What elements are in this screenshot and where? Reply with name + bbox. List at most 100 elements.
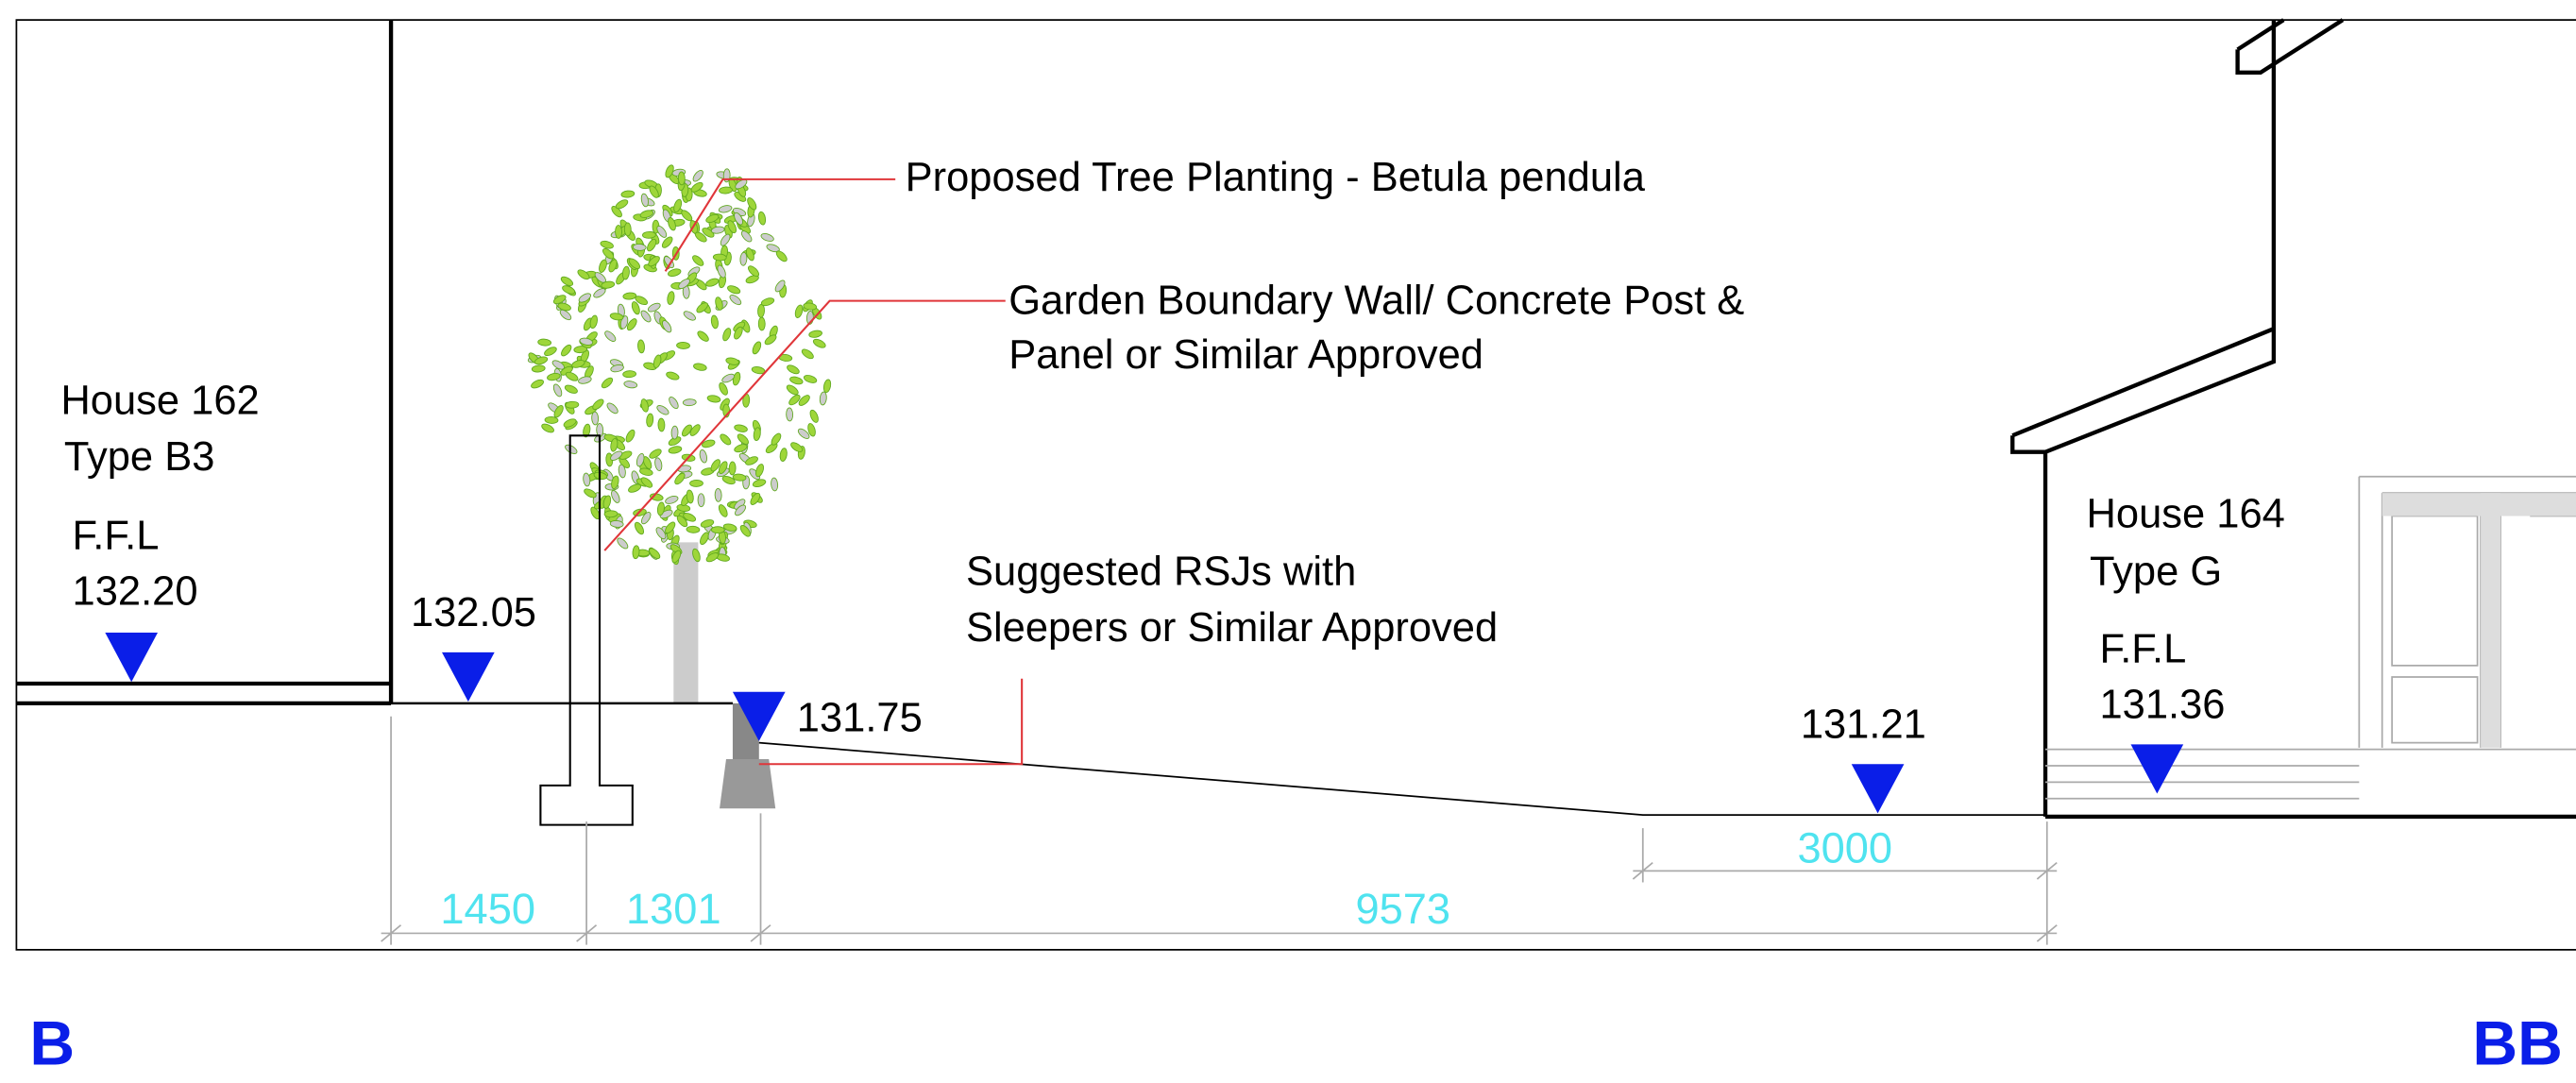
leaf	[732, 473, 747, 482]
sleeper	[720, 759, 776, 809]
leaf	[718, 504, 728, 517]
leaf	[722, 328, 732, 342]
leaf	[710, 226, 725, 234]
leaf	[692, 548, 701, 563]
leaf	[640, 193, 649, 208]
leaf	[573, 346, 588, 354]
leaf	[632, 545, 640, 560]
leaf	[647, 238, 657, 252]
leaf	[739, 525, 751, 537]
leaf	[563, 418, 577, 428]
leaf	[734, 326, 743, 340]
level: 131.21	[1801, 702, 1926, 747]
leaf	[765, 442, 778, 454]
leaf	[618, 464, 626, 479]
leaf	[752, 341, 762, 355]
leaf	[547, 372, 561, 381]
leaf	[583, 472, 591, 487]
leaf	[676, 515, 688, 528]
level: 131.36	[2099, 683, 2225, 728]
label: Type G	[2090, 550, 2222, 595]
leaf	[745, 456, 758, 465]
leaf	[797, 428, 810, 439]
annotation: Panel or Similar Approved	[1008, 332, 1483, 378]
leaf	[734, 212, 743, 226]
leaf	[649, 548, 661, 560]
leaf	[771, 477, 779, 492]
leaf	[686, 525, 701, 533]
leaf	[764, 334, 777, 346]
leaf	[718, 205, 733, 213]
leaf	[552, 383, 563, 398]
leaf	[819, 391, 827, 406]
leaf	[641, 512, 652, 525]
leaf	[578, 376, 592, 384]
level: 132.05	[411, 590, 536, 635]
leaf	[610, 364, 624, 373]
leaf	[760, 297, 775, 307]
leaf	[674, 472, 686, 485]
leaf	[682, 398, 697, 407]
leaf	[668, 446, 683, 454]
label: F.F.L	[2099, 626, 2186, 671]
leaf	[740, 230, 753, 243]
leaf	[541, 423, 554, 433]
leaf	[606, 402, 619, 415]
leaf	[735, 504, 747, 516]
leaf	[636, 452, 645, 467]
leaf	[801, 348, 814, 360]
leaf	[553, 405, 564, 418]
leaf	[669, 396, 679, 410]
leaf	[615, 225, 622, 239]
leaf	[662, 320, 672, 333]
leaf	[628, 483, 642, 493]
leaf	[565, 371, 579, 381]
leaf	[623, 222, 632, 237]
leaf	[565, 400, 580, 409]
leaf	[649, 448, 662, 459]
leaf	[665, 496, 679, 504]
leaf	[668, 217, 676, 231]
leaf	[745, 247, 754, 262]
leaf	[534, 356, 549, 365]
leaf	[601, 280, 616, 289]
leaf	[699, 448, 708, 464]
leaf	[789, 376, 804, 385]
leaf	[734, 444, 748, 453]
leader-lines	[603, 178, 1024, 766]
leaf	[559, 309, 572, 321]
leaf	[771, 432, 782, 446]
annotation: Suggested RSJs with	[966, 550, 1356, 595]
leaf	[718, 461, 728, 475]
leaf	[625, 429, 636, 443]
leaf	[774, 279, 786, 293]
leaf	[686, 489, 694, 504]
leaf	[654, 457, 663, 471]
leaf	[729, 295, 742, 306]
leaf	[639, 210, 654, 218]
leaf	[683, 311, 696, 321]
leaf	[673, 198, 683, 213]
leaf	[656, 225, 668, 238]
leaf	[757, 316, 766, 331]
leaf	[717, 264, 726, 279]
leaf	[562, 285, 576, 295]
frame	[15, 19, 2576, 951]
leaf	[631, 301, 640, 315]
leaf	[609, 313, 624, 321]
label: House 162	[60, 379, 259, 424]
leaf	[609, 519, 624, 528]
dimension: 9573	[1355, 885, 1450, 933]
leaf	[786, 407, 794, 422]
leaf	[531, 364, 546, 373]
leaf	[683, 513, 697, 522]
leaf	[779, 448, 788, 462]
leaf	[702, 228, 715, 238]
level: 132.20	[73, 568, 198, 614]
leaf	[715, 296, 723, 311]
leaf	[721, 476, 736, 485]
leaf	[803, 302, 818, 311]
leaf	[646, 413, 654, 428]
leaf	[610, 450, 623, 461]
